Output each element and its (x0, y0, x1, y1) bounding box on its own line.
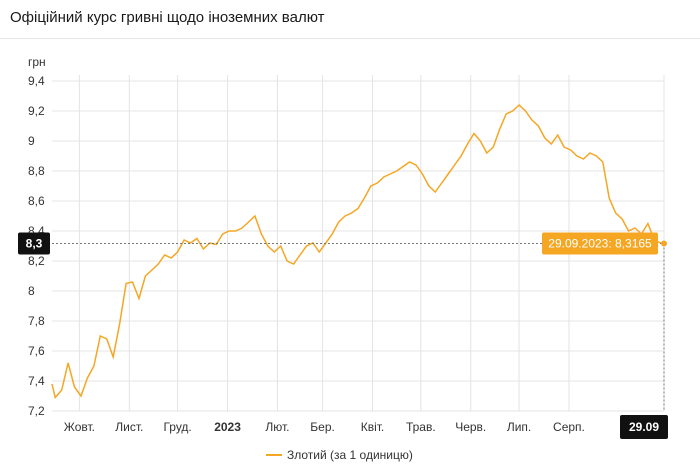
y-tick-label: 9,4 (28, 74, 45, 88)
legend-label[interactable]: Злотий (за 1 одиницю) (287, 448, 413, 462)
x-tick-label: Бер. (310, 420, 335, 434)
y-tick-label: 7,8 (28, 314, 45, 328)
chart-header: Офіційний курс гривні щодо іноземних вал… (0, 0, 700, 39)
chart-title: Офіційний курс гривні щодо іноземних вал… (10, 9, 325, 26)
y-tick-label: 8 (28, 284, 35, 298)
x-tick-label: Лист. (115, 420, 143, 434)
x-tick-label: Трав. (406, 420, 436, 434)
crosshair-point[interactable] (661, 240, 667, 247)
x-tick-label: Черв. (455, 420, 486, 434)
y-tick-label: 7,2 (28, 404, 45, 418)
tooltip: 29.09.2023: 8,3165 (542, 232, 658, 255)
y-tick-label: 9 (28, 134, 35, 148)
crosshair-y-label: 8,3 (18, 232, 50, 255)
crosshair-x-label: 29.09 (620, 415, 668, 439)
y-tick-label: 7,4 (28, 374, 45, 388)
x-tick-label: Жовт. (64, 420, 95, 434)
y-axis-label: грн (28, 55, 46, 69)
legend[interactable]: Злотий (за 1 одиницю) (266, 448, 413, 462)
y-axis: 9,49,298,88,68,48,287,87,67,47,2 (28, 74, 45, 418)
x-tick-label: Груд. (163, 420, 191, 434)
series-line-zloty[interactable] (51, 103, 665, 400)
y-tick-label: 8,2 (28, 254, 45, 268)
y-tick-label: 9,2 (28, 104, 45, 118)
svg-text:29.09: 29.09 (629, 420, 659, 434)
svg-text:29.09.2023: 8,3165: 29.09.2023: 8,3165 (548, 237, 652, 251)
svg-text:8,3: 8,3 (26, 237, 43, 251)
x-tick-label: Квіт. (361, 420, 385, 434)
x-axis: Жовт. Лист. Груд. 2023 Лют. Бер. Квіт. Трав. Чер… (64, 420, 585, 434)
x-tick-label: Серп. (553, 420, 585, 434)
x-tick-label: Лип. (507, 420, 531, 434)
y-tick-label: 7,6 (28, 344, 45, 358)
x-tick-label: 2023 (214, 420, 241, 434)
y-tick-label: 8,8 (28, 164, 45, 178)
y-tick-label: 8,6 (28, 194, 45, 208)
x-tick-label: Лют. (265, 420, 289, 434)
